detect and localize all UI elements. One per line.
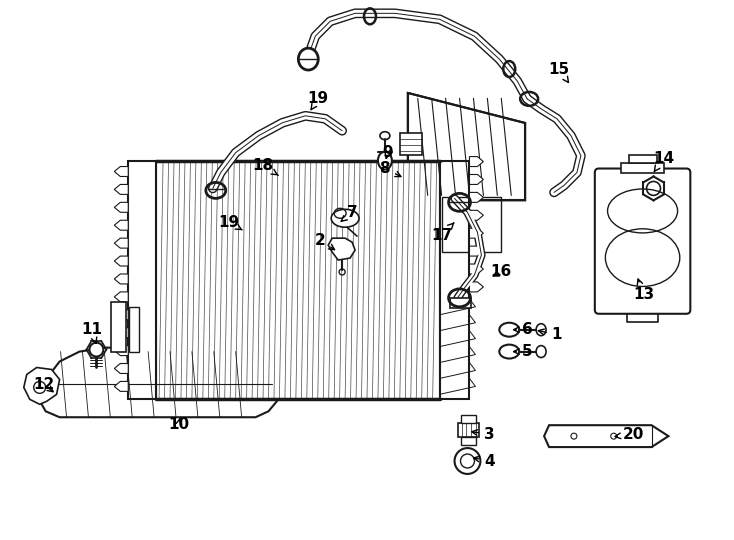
- Ellipse shape: [380, 132, 390, 140]
- Polygon shape: [23, 368, 59, 404]
- Text: 16: 16: [491, 265, 512, 280]
- Bar: [460, 415, 476, 423]
- Polygon shape: [470, 157, 484, 166]
- Polygon shape: [470, 210, 484, 220]
- Text: 4: 4: [473, 454, 495, 469]
- Bar: [460, 437, 476, 445]
- Polygon shape: [42, 348, 278, 417]
- Polygon shape: [328, 238, 355, 260]
- Bar: [457, 423, 479, 437]
- Polygon shape: [115, 202, 128, 212]
- Ellipse shape: [499, 323, 519, 336]
- Bar: [400, 133, 422, 155]
- Text: 5: 5: [514, 344, 532, 359]
- Polygon shape: [470, 246, 484, 256]
- Polygon shape: [470, 264, 484, 274]
- Ellipse shape: [460, 454, 474, 468]
- Ellipse shape: [331, 210, 359, 227]
- Ellipse shape: [378, 152, 392, 170]
- Ellipse shape: [90, 342, 103, 356]
- Polygon shape: [115, 274, 128, 284]
- Polygon shape: [115, 166, 128, 177]
- Bar: [112, 302, 126, 352]
- Text: 1: 1: [538, 327, 562, 342]
- Bar: [129, 307, 139, 352]
- Ellipse shape: [536, 323, 546, 336]
- Bar: [449, 298, 471, 308]
- Polygon shape: [115, 292, 128, 302]
- Bar: [621, 163, 664, 172]
- Polygon shape: [115, 363, 128, 374]
- Polygon shape: [115, 328, 128, 338]
- Text: 2: 2: [315, 233, 335, 249]
- Polygon shape: [470, 174, 484, 185]
- Text: 15: 15: [548, 62, 570, 83]
- Polygon shape: [408, 93, 526, 200]
- Text: 6: 6: [514, 322, 533, 337]
- Bar: [442, 198, 501, 252]
- Text: 7: 7: [341, 205, 357, 221]
- Text: 17: 17: [431, 223, 454, 242]
- Ellipse shape: [499, 345, 519, 359]
- Polygon shape: [544, 425, 669, 447]
- Text: 19: 19: [218, 215, 242, 230]
- Bar: [628, 154, 656, 163]
- Text: 13: 13: [633, 279, 654, 302]
- Text: 10: 10: [168, 417, 189, 431]
- Polygon shape: [115, 310, 128, 320]
- Bar: [156, 160, 440, 400]
- Text: 19: 19: [308, 91, 329, 110]
- FancyBboxPatch shape: [595, 168, 691, 314]
- Ellipse shape: [298, 48, 319, 70]
- Bar: [128, 160, 156, 400]
- Polygon shape: [115, 381, 128, 391]
- Ellipse shape: [536, 346, 546, 357]
- Bar: [440, 160, 470, 400]
- Text: 20: 20: [615, 427, 644, 442]
- Polygon shape: [115, 220, 128, 230]
- Text: 3: 3: [472, 427, 495, 442]
- Polygon shape: [115, 238, 128, 248]
- Polygon shape: [115, 185, 128, 194]
- Polygon shape: [115, 256, 128, 266]
- Polygon shape: [470, 282, 484, 292]
- Text: 18: 18: [252, 158, 278, 176]
- Polygon shape: [115, 346, 128, 355]
- Ellipse shape: [454, 448, 481, 474]
- Text: 12: 12: [33, 377, 54, 392]
- Polygon shape: [470, 228, 484, 238]
- Text: 8: 8: [379, 161, 401, 177]
- Text: 11: 11: [81, 322, 102, 343]
- Text: 14: 14: [653, 151, 674, 172]
- Text: 9: 9: [382, 145, 393, 160]
- Polygon shape: [470, 192, 484, 202]
